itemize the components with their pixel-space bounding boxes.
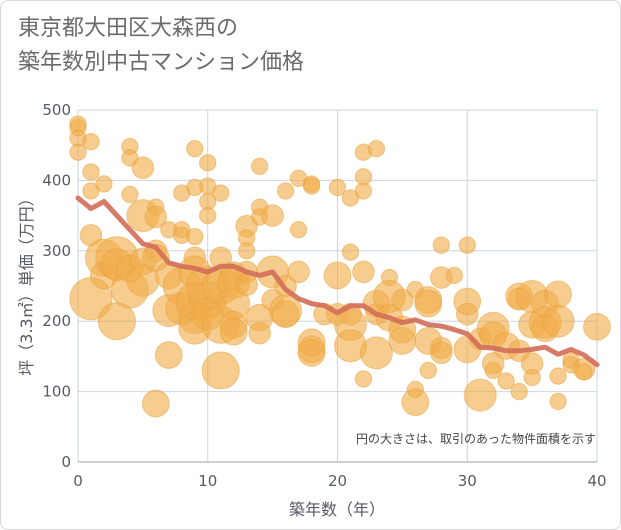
bubble-point [352, 260, 375, 284]
bubble-point [323, 261, 352, 290]
bubble-point [154, 341, 183, 369]
bubble-point [544, 280, 572, 309]
bubble-point [69, 118, 87, 137]
bubble-point [121, 185, 139, 204]
bubble-point [583, 312, 611, 341]
bubble-point [201, 351, 240, 390]
bubble-point [354, 182, 373, 200]
bubble-point [199, 154, 217, 172]
chart-title: 東京都大田区大森西の 築年数別中古マンション価格 [18, 12, 304, 80]
bubble-point [219, 317, 248, 346]
average-price-line [75, 195, 600, 368]
y-tick-label: 300 [42, 242, 71, 260]
y-axis-label: 坪（3.3㎡）単価（万円） [17, 190, 36, 375]
axes: 0 100 200 300 400 500 0 10 20 30 40 [42, 101, 606, 490]
bubble-point [458, 236, 476, 254]
bubble-point [144, 205, 168, 229]
x-axis-label: 築年数（年） [289, 500, 385, 519]
bubble-point [141, 389, 170, 418]
bubble-point [250, 157, 269, 176]
bubble-point [463, 378, 497, 412]
bubble-point [276, 182, 295, 200]
bubble-point [289, 220, 308, 239]
x-tick-label: 20 [328, 472, 347, 490]
bubble-point [186, 140, 204, 158]
bubble-point [388, 327, 417, 355]
bubble-point [391, 288, 414, 312]
bubble-point [401, 388, 430, 417]
trend-line-layer [75, 195, 600, 368]
bubble-point [82, 132, 100, 151]
bubble-point [248, 321, 271, 345]
bubble-point [235, 273, 258, 296]
bubble-point [541, 304, 575, 338]
bubble-point [575, 363, 593, 381]
bubble-point [69, 143, 87, 161]
bubble-point [95, 175, 113, 193]
bubble-point [523, 368, 541, 387]
bubble-point [455, 302, 479, 326]
bubble-point [510, 382, 528, 401]
bubble-point [414, 289, 443, 318]
bubble-point [199, 206, 217, 225]
bubble-point [271, 300, 300, 329]
chart-title-line1: 東京都大田区大森西の [18, 16, 239, 41]
bubble-point [549, 392, 567, 411]
bubble-point [354, 370, 373, 388]
y-tick-label: 400 [42, 171, 71, 189]
bubble-point [302, 177, 321, 195]
x-tick-label: 0 [73, 472, 83, 490]
bubble-point [445, 266, 463, 285]
bubble-point [212, 184, 230, 202]
y-tick-label: 200 [42, 312, 71, 330]
bubble-layer [69, 115, 611, 418]
x-tick-label: 40 [587, 472, 606, 490]
y-tick-label: 500 [42, 101, 71, 119]
bubble-point [82, 163, 100, 181]
x-tick-label: 30 [458, 472, 477, 490]
bubble-point [359, 336, 393, 370]
bubble-point [328, 178, 347, 197]
bubble-point [297, 328, 326, 357]
chart-title-line2: 築年数別中古マンション価格 [18, 50, 305, 75]
bubble-point [432, 236, 450, 254]
bubble-point [261, 204, 284, 227]
bubble-point [131, 156, 155, 180]
x-tick-label: 10 [198, 472, 217, 490]
bubble-point [237, 242, 256, 260]
bubble-point [549, 367, 567, 385]
bubble-point [367, 140, 386, 158]
bubble-point [497, 372, 515, 390]
y-tick-label: 0 [61, 453, 71, 471]
bubble-size-note: 円の大きさは、取引のあった物件面積を示す [356, 431, 596, 446]
bubble-point [341, 243, 360, 261]
bubble-point [484, 361, 502, 380]
y-tick-label: 100 [42, 383, 71, 401]
bubble-point [287, 260, 310, 284]
bubble-point [430, 341, 453, 365]
bubble-point [419, 361, 438, 380]
bubble-point [186, 228, 204, 246]
